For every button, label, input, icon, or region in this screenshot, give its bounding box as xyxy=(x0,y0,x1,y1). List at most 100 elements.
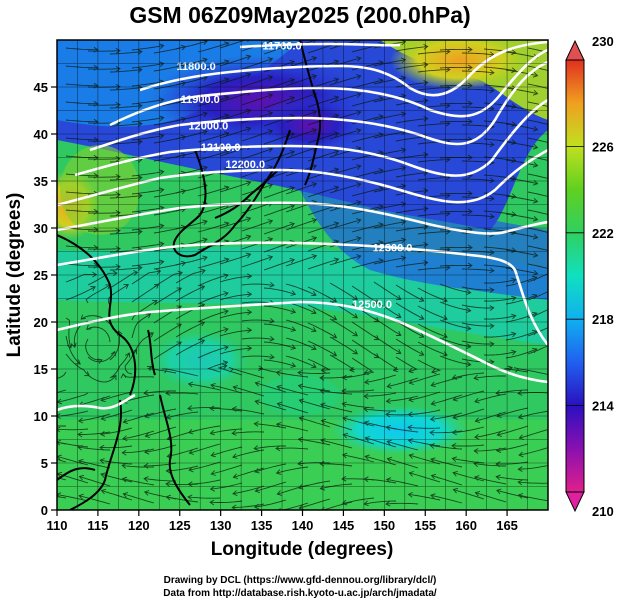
streamline-arrow xyxy=(511,121,517,128)
streamline-arrow xyxy=(159,259,165,266)
streamline xyxy=(409,472,441,483)
streamline xyxy=(518,368,548,376)
streamline xyxy=(100,445,133,449)
streamline xyxy=(385,502,419,505)
streamline xyxy=(527,173,548,179)
streamline-arrow xyxy=(511,193,517,200)
streamline xyxy=(505,294,537,305)
streamline xyxy=(109,271,138,289)
streamline xyxy=(395,302,424,320)
streamline xyxy=(395,226,428,232)
x-axis-ticks: 110 115 120 125 130 135 140 145 150 155 160 165 xyxy=(47,510,518,533)
streamline-arrow xyxy=(290,290,297,296)
streamline-arrow xyxy=(100,415,106,422)
streamline-arrow xyxy=(232,473,239,480)
streamline xyxy=(108,284,129,307)
streamline-arrow xyxy=(311,182,318,188)
streamline xyxy=(417,305,448,320)
streamline-arrow xyxy=(532,143,539,150)
streamline-arrow xyxy=(100,472,106,478)
streamline xyxy=(232,449,265,458)
streamline-arrow xyxy=(159,43,165,50)
streamline-arrow xyxy=(333,77,340,83)
streamline xyxy=(131,99,164,105)
x-tick-label: 130 xyxy=(210,518,232,533)
streamline-arrow xyxy=(99,444,105,451)
streamline xyxy=(297,372,331,374)
streamline-arrow xyxy=(289,95,295,102)
streamline xyxy=(307,286,337,303)
streamline xyxy=(131,81,164,87)
streamline xyxy=(505,267,538,275)
streamline xyxy=(57,455,89,466)
streamline xyxy=(211,446,243,457)
streamline-arrow xyxy=(333,95,340,101)
streamline xyxy=(407,426,441,429)
streamline xyxy=(65,101,98,105)
streamline-arrow xyxy=(187,405,193,412)
streamline xyxy=(439,355,471,366)
contour-11800 xyxy=(139,40,548,97)
streamline xyxy=(453,489,485,500)
streamline xyxy=(57,428,89,431)
streamline-arrow xyxy=(356,164,362,170)
streamline-arrow xyxy=(202,255,208,261)
streamline-arrow xyxy=(341,475,347,482)
streamline-arrow xyxy=(511,349,517,356)
streamline-arrow xyxy=(232,385,239,391)
streamline xyxy=(483,264,516,270)
streamline xyxy=(351,169,384,179)
streamline-arrow xyxy=(518,434,525,440)
streamline xyxy=(109,249,142,253)
streamline-arrow xyxy=(121,449,127,456)
streamline-arrow xyxy=(115,156,121,162)
streamline xyxy=(417,341,448,356)
streamline xyxy=(527,327,548,337)
streamline xyxy=(131,243,164,249)
streamline xyxy=(329,255,361,266)
streamline-arrow xyxy=(223,131,230,137)
streamline-arrow xyxy=(247,345,253,352)
streamline xyxy=(263,359,296,367)
streamline xyxy=(263,223,295,235)
streamline xyxy=(175,130,208,140)
credits: Drawing by DCL (https://www.gfd-dennou.o… xyxy=(0,574,600,600)
streamline-arrow xyxy=(143,463,149,469)
streamline xyxy=(320,403,353,413)
streamline xyxy=(232,431,265,434)
streamline xyxy=(505,51,538,59)
streamline-arrow xyxy=(311,308,317,315)
streamline xyxy=(57,441,89,448)
streamline-arrow xyxy=(400,183,407,190)
streamline-arrow xyxy=(245,234,252,241)
streamline xyxy=(439,120,473,123)
streamline xyxy=(364,392,397,397)
streamline xyxy=(65,137,98,141)
streamline xyxy=(175,184,208,194)
streamline-arrow xyxy=(34,492,38,497)
streamline-arrow xyxy=(489,305,495,311)
streamline-arrow xyxy=(223,290,229,297)
colorbar-ticks: 210 214 218 222 226 230 xyxy=(566,34,614,519)
streamline-arrow xyxy=(429,429,435,436)
streamline xyxy=(219,40,247,49)
streamline xyxy=(461,52,494,56)
streamline-arrow xyxy=(311,236,318,242)
streamline xyxy=(307,340,337,357)
streamline xyxy=(197,150,229,161)
streamline-arrow xyxy=(245,72,252,79)
streamline-arrow xyxy=(489,287,495,293)
streamline xyxy=(373,113,406,121)
streamline xyxy=(373,131,406,139)
streamline xyxy=(197,328,229,341)
streamline xyxy=(321,420,353,431)
streamline-arrow xyxy=(363,476,369,483)
streamline-arrow xyxy=(145,313,152,319)
streamline xyxy=(307,322,337,339)
streamline xyxy=(342,417,375,427)
streamline-arrow xyxy=(331,333,338,339)
x-tick-label: 155 xyxy=(414,518,436,533)
streamline xyxy=(527,137,548,143)
streamline xyxy=(395,154,428,160)
streamline xyxy=(417,177,450,181)
